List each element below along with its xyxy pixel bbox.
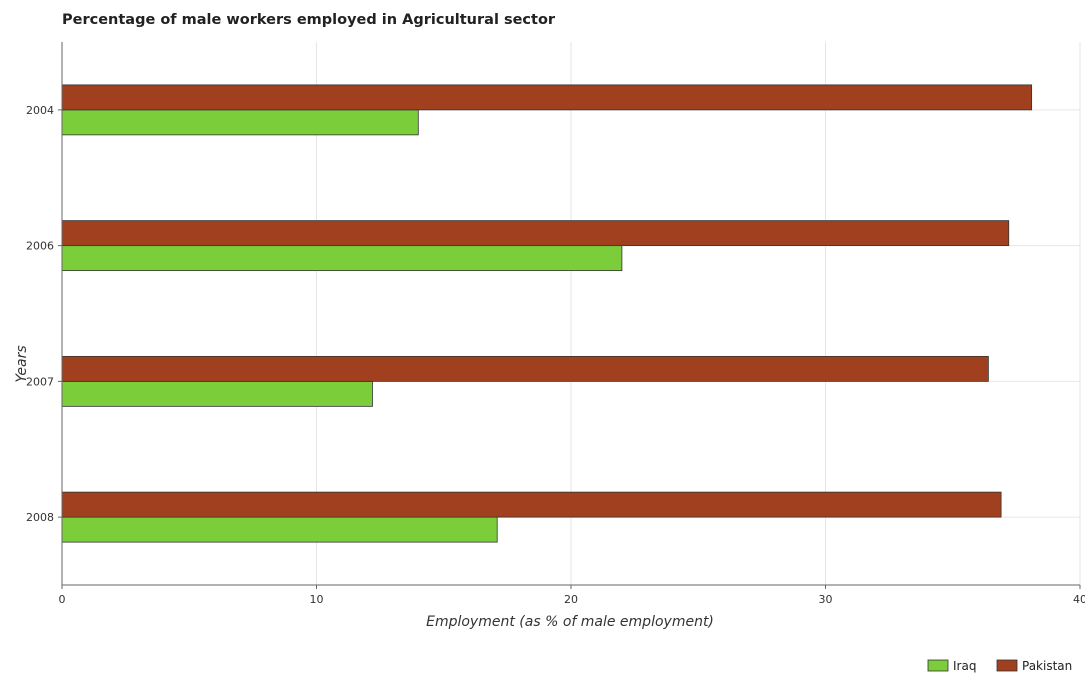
y-tick-label: 2008 xyxy=(26,511,54,524)
x-tick-label: 30 xyxy=(819,593,833,606)
bar-pakistan-2007 xyxy=(61,355,989,382)
x-tick-label: 10 xyxy=(310,593,324,606)
y-tick-label: 2007 xyxy=(26,375,54,388)
y-axis-label: Years xyxy=(14,345,30,382)
x-tick-label: 20 xyxy=(564,593,578,606)
axes: 0 10 20 30 40 2004 2006 2007 2008 xyxy=(26,42,1085,606)
x-tick-label: 40 xyxy=(1073,593,1085,606)
legend-swatch-iraq xyxy=(927,659,949,672)
bar-iraq-2004 xyxy=(61,109,419,136)
x-axis-label: Employment (as % of male employment) xyxy=(426,614,714,630)
legend-swatch-pakistan xyxy=(996,659,1018,672)
x-tick-label: 0 xyxy=(59,593,66,606)
chart-title: Percentage of male workers employed in A… xyxy=(62,12,556,28)
bar-iraq-2008 xyxy=(61,516,498,543)
bar-pakistan-2008 xyxy=(61,491,1002,518)
bars xyxy=(61,84,1033,543)
legend: Iraq Pakistan xyxy=(927,659,1072,673)
bar-iraq-2007 xyxy=(61,380,373,407)
bar-iraq-2006 xyxy=(61,245,623,272)
legend-label-pakistan: Pakistan xyxy=(1022,659,1072,673)
y-tick-label: 2006 xyxy=(26,240,54,253)
legend-label-iraq: Iraq xyxy=(953,659,976,673)
y-tick-label: 2004 xyxy=(26,104,54,117)
bar-pakistan-2006 xyxy=(61,220,1010,247)
bar-pakistan-2004 xyxy=(61,84,1033,111)
